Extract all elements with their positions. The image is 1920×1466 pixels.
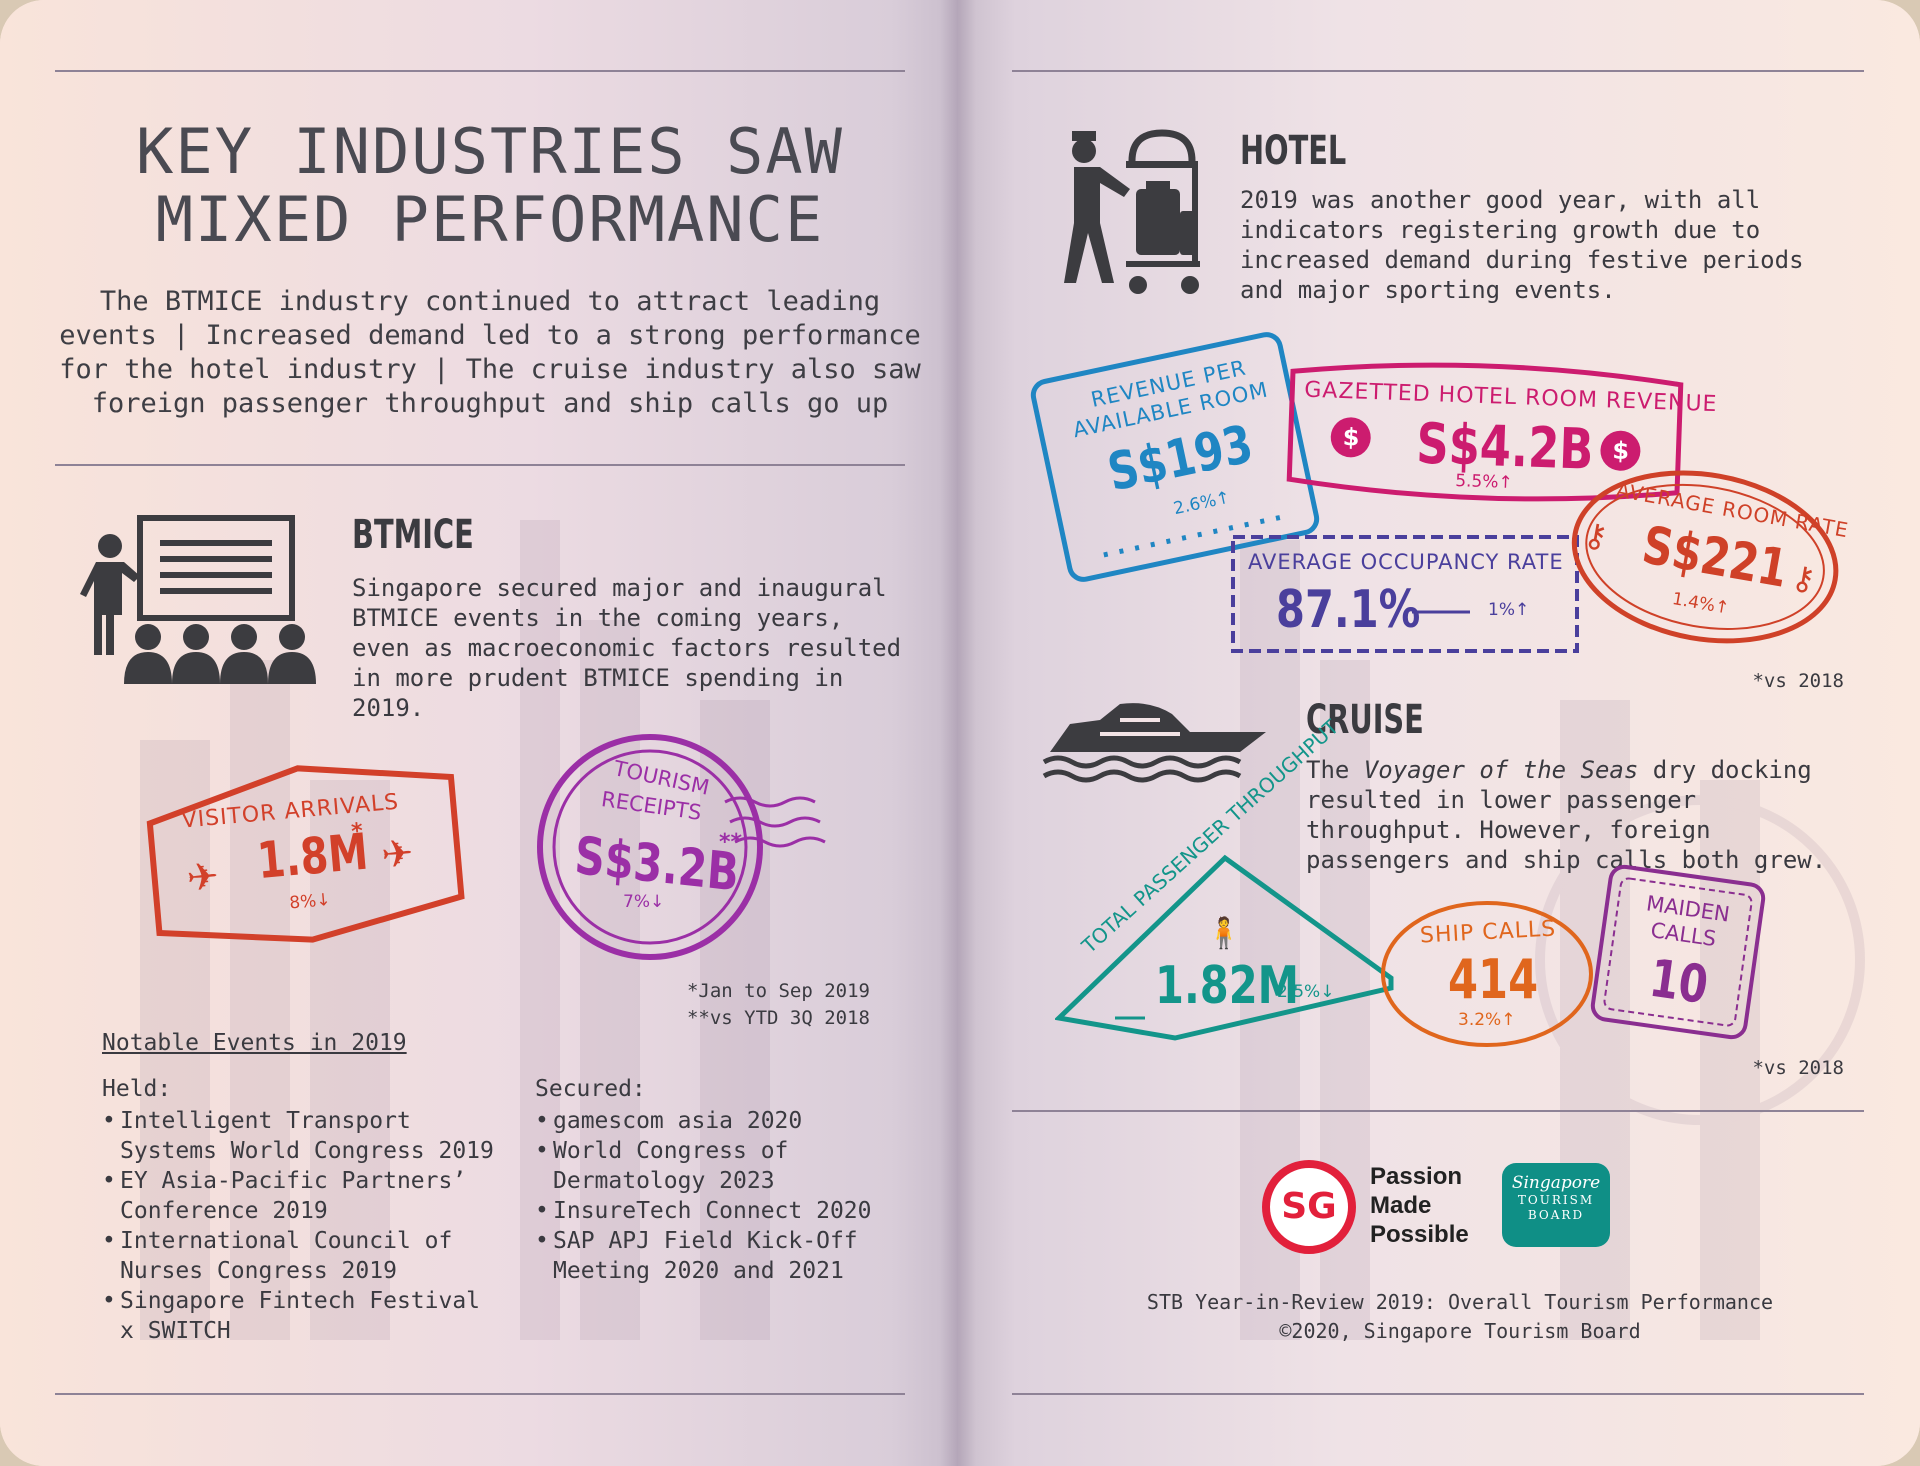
occupancy-stamp: AVERAGE OCCUPANCY RATE 87.1% 1%↑ bbox=[1230, 534, 1580, 654]
footer-credits: STB Year-in-Review 2019: Overall Tourism… bbox=[1000, 1288, 1920, 1346]
tagline-line-2: Made bbox=[1370, 1192, 1432, 1219]
held-title: Held: bbox=[102, 1076, 172, 1102]
secured-title: Secured: bbox=[535, 1076, 646, 1102]
maiden-calls-stamp-border bbox=[1590, 864, 1766, 1040]
intro-text: The BTMICE industry continued to attract… bbox=[59, 286, 921, 419]
presentation-icon bbox=[80, 515, 316, 684]
walking-passenger-icon: 🧍 bbox=[1205, 916, 1243, 951]
stb-logo-tourism: TOURISM bbox=[1517, 1193, 1595, 1207]
visitor-arrivals-mark: * bbox=[350, 818, 364, 845]
events-title: Notable Events in 2019 bbox=[102, 1030, 407, 1056]
occupancy-change: 1%↑ bbox=[1488, 600, 1530, 620]
throughput-change: 2.5%↓ bbox=[1277, 982, 1335, 1002]
maiden-calls-stamp: MAIDEN CALLS 10 bbox=[1588, 862, 1769, 1043]
tourism-receipts-change: 7%↓ bbox=[623, 892, 665, 912]
list-item: InsureTech Connect 2020 bbox=[535, 1196, 895, 1226]
sg-logo: SG bbox=[1262, 1160, 1356, 1254]
list-item: Singapore Fintech Festival x SWITCH bbox=[102, 1286, 502, 1346]
hotel-note: *vs 2018 bbox=[1752, 670, 1844, 692]
cruise-note: *vs 2018 bbox=[1752, 1057, 1844, 1079]
stb-logo-singapore: Singapore bbox=[1511, 1173, 1601, 1193]
btmice-body: Singapore secured major and inaugural BT… bbox=[352, 574, 902, 722]
page-title: KEY INDUSTRIES SAW MIXED PERFORMANCE bbox=[60, 118, 920, 254]
list-item: World Congress of Dermatology 2023 bbox=[535, 1136, 895, 1196]
hotel-heading: HOTEL bbox=[1240, 128, 1347, 174]
ship-calls-change: 3.2%↑ bbox=[1458, 1010, 1516, 1030]
events-held: Held: Intelligent Transport Systems Worl… bbox=[102, 1074, 502, 1346]
cruise-body: The Voyager of the Seas dry docking resu… bbox=[1306, 755, 1866, 875]
cruise-ship-icon bbox=[1042, 703, 1266, 783]
title-line-2: MIXED PERFORMANCE bbox=[155, 183, 825, 256]
divider-right bbox=[1012, 1110, 1864, 1112]
cruise-body-ship: Voyager of the Seas bbox=[1363, 756, 1639, 784]
room-rate-stamp: AVERAGE ROOM RATE ⚷ S$221 ⚷ 1.4%↑ bbox=[1555, 447, 1856, 667]
footer-line-1: STB Year-in-Review 2019: Overall Tourism… bbox=[1146, 1290, 1774, 1314]
cruise-body-post: dry docking resulted in lower passenger … bbox=[1306, 756, 1827, 874]
bellhop-icon bbox=[1064, 129, 1200, 294]
divider-left bbox=[55, 464, 905, 466]
note-ytd: **vs YTD 3Q 2018 bbox=[686, 1007, 870, 1029]
stb-logo: Singapore TOURISM BOARD bbox=[1502, 1163, 1610, 1247]
tourism-receipts-mark: ** bbox=[719, 830, 743, 855]
stb-logo-board: BOARD bbox=[1527, 1208, 1585, 1222]
events-secured: Secured: gamescom asia 2020 World Congre… bbox=[535, 1074, 895, 1286]
top-rule-right bbox=[1012, 70, 1864, 72]
ship-calls-value: 414 bbox=[1448, 948, 1539, 1011]
plane-icon-right: ✈ bbox=[379, 830, 416, 878]
throughput-stamp-border bbox=[1055, 854, 1394, 1041]
list-item: Intelligent Transport Systems World Cong… bbox=[102, 1106, 502, 1166]
note-jan-sep: *Jan to Sep 2019 bbox=[686, 980, 870, 1002]
revpar-stamp-border bbox=[1030, 332, 1320, 582]
revpar-stamp: REVENUE PER AVAILABLE ROOM S$193 2.6%↑ bbox=[1026, 327, 1324, 586]
dollar-icon-left: $ bbox=[1342, 423, 1360, 452]
bottom-rule-right bbox=[1012, 1393, 1864, 1395]
tourism-receipts-stamp: TOURISM RECEIPTS S$3.2B ** 7%↓ bbox=[535, 722, 845, 972]
visitor-stamp-border bbox=[146, 765, 465, 943]
list-item: International Council of Nurses Congress… bbox=[102, 1226, 502, 1286]
ship-calls-stamp: SHIP CALLS 414 3.2%↑ bbox=[1378, 898, 1596, 1050]
throughput-value: 1.82M bbox=[1155, 956, 1300, 1016]
top-rule-left bbox=[55, 70, 905, 72]
footer-line-2: ©2020, Singapore Tourism Board bbox=[1279, 1319, 1641, 1343]
plane-icon-left: ✈ bbox=[184, 853, 221, 901]
sg-logo-text: SG bbox=[1281, 1186, 1337, 1227]
book-spine bbox=[940, 0, 976, 1466]
cruise-body-pre: The bbox=[1306, 756, 1364, 784]
room-rate-stamp-border bbox=[1571, 470, 1839, 644]
visitor-arrivals-change: 8%↓ bbox=[288, 890, 332, 914]
bottom-rule-left bbox=[55, 1393, 905, 1395]
occupancy-value: 87.1% bbox=[1276, 580, 1421, 640]
list-item: EY Asia-Pacific Partners’ Conference 201… bbox=[102, 1166, 502, 1226]
visitor-arrivals-stamp: VISITOR ARRIVALS 1.8M * 8%↓ ✈ ✈ bbox=[138, 746, 473, 958]
passenger-throughput-stamp: TOTAL PASSENGER THROUGHPUT 🧍 1.82M 2.5%↓ bbox=[1055, 715, 1395, 1042]
btmice-notes: *Jan to Sep 2019 **vs YTD 3Q 2018 bbox=[560, 978, 870, 1032]
receipts-stamp-border bbox=[537, 734, 826, 960]
room-revenue-change: 5.5%↑ bbox=[1454, 470, 1514, 493]
occupancy-stamp-border bbox=[1231, 535, 1579, 653]
maiden-calls-value: 10 bbox=[1645, 948, 1712, 1017]
ship-calls-stamp-border bbox=[1381, 901, 1593, 1047]
list-item: gamescom asia 2020 bbox=[535, 1106, 895, 1136]
hotel-body: 2019 was another good year, with all ind… bbox=[1240, 186, 1804, 304]
occupancy-label: AVERAGE OCCUPANCY RATE bbox=[1248, 550, 1564, 574]
room-revenue-stamp: GAZETTED HOTEL ROOM REVENUE $ $ S$4.2B 5… bbox=[1283, 355, 1718, 509]
btmice-heading: BTMICE bbox=[352, 512, 474, 558]
title-line-1: KEY INDUSTRIES SAW bbox=[136, 115, 844, 188]
tagline: Passion Made Possible bbox=[1370, 1162, 1469, 1249]
cruise-heading: CRUISE bbox=[1306, 697, 1424, 743]
tagline-line-1: Passion bbox=[1370, 1163, 1463, 1190]
tagline-line-3: Possible bbox=[1370, 1221, 1469, 1248]
list-item: SAP APJ Field Kick-Off Meeting 2020 and … bbox=[535, 1226, 895, 1286]
room-revenue-stamp-border bbox=[1286, 362, 1684, 502]
